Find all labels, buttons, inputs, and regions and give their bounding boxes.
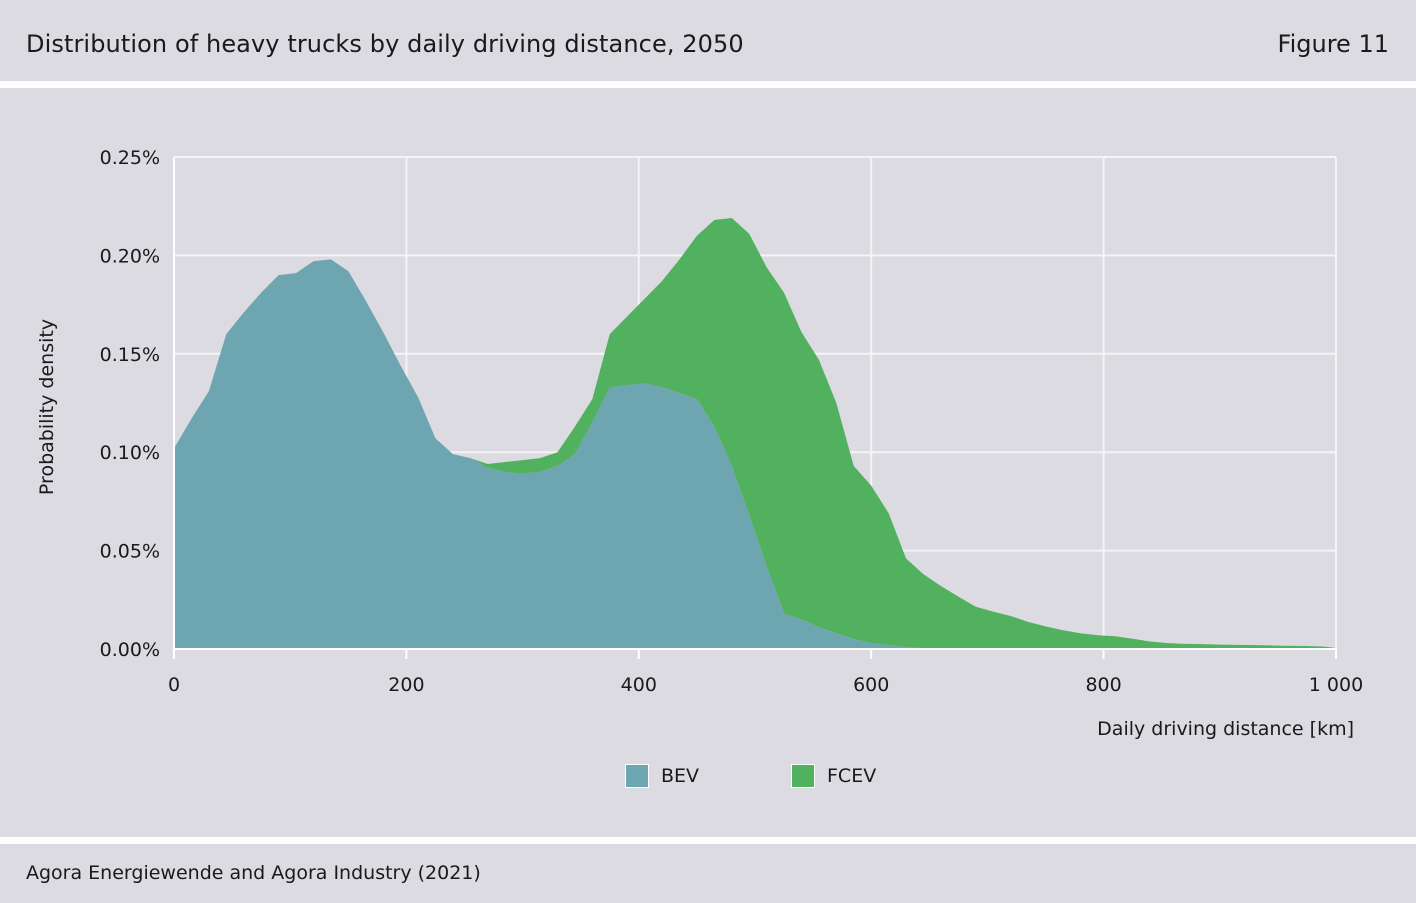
- chart-title: Distribution of heavy trucks by daily dr…: [26, 30, 744, 58]
- legend-swatch-fcev: [791, 764, 815, 788]
- header-bar: Distribution of heavy trucks by daily dr…: [0, 0, 1416, 81]
- legend-item-fcev: FCEV: [791, 764, 876, 788]
- area-fcev: [174, 218, 1336, 649]
- footer-bar: Agora Energiewende and Agora Industry (2…: [0, 844, 1416, 903]
- y-tick-labels: 0.00% 0.05% 0.10% 0.15% 0.20% 0.25%: [100, 147, 160, 661]
- x-tick-label: 800: [1085, 674, 1121, 696]
- chart-panel: 0.00% 0.05% 0.10% 0.15% 0.20% 0.25% 0 200 400 60…: [0, 88, 1416, 837]
- y-tick-label: 0.05%: [100, 541, 160, 563]
- source-note: Agora Energiewende and Agora Industry (2…: [26, 862, 481, 884]
- y-tick-label: 0.10%: [100, 442, 160, 464]
- figure-number: Figure 11: [1277, 30, 1389, 58]
- legend: BEV FCEV: [0, 764, 1416, 794]
- area-bev: [174, 259, 1336, 649]
- x-tick-label: 400: [621, 674, 657, 696]
- y-tick-label: 0.15%: [100, 344, 160, 366]
- area-chart: 0.00% 0.05% 0.10% 0.15% 0.20% 0.25% 0 200 400 60…: [36, 147, 1363, 740]
- chart-areas: [174, 218, 1336, 649]
- x-tick-label: 1 000: [1309, 674, 1363, 696]
- x-tick-label: 0: [168, 674, 180, 696]
- legend-label-bev: BEV: [661, 765, 700, 787]
- x-tick-label: 200: [388, 674, 424, 696]
- x-tick-labels: 0 200 400 600 800 1 000: [168, 674, 1363, 696]
- y-tick-label: 0.20%: [100, 245, 160, 267]
- legend-label-fcev: FCEV: [827, 765, 877, 787]
- y-tick-label: 0.25%: [100, 147, 160, 169]
- x-tick-label: 600: [853, 674, 889, 696]
- legend-swatch-bev: [625, 764, 649, 788]
- y-tick-label: 0.00%: [100, 639, 160, 661]
- legend-item-bev: BEV: [625, 764, 699, 788]
- x-axis-label: Daily driving distance [km]: [1097, 718, 1354, 740]
- chart-axes: [173, 157, 1337, 659]
- y-axis-label: Probability density: [36, 319, 58, 495]
